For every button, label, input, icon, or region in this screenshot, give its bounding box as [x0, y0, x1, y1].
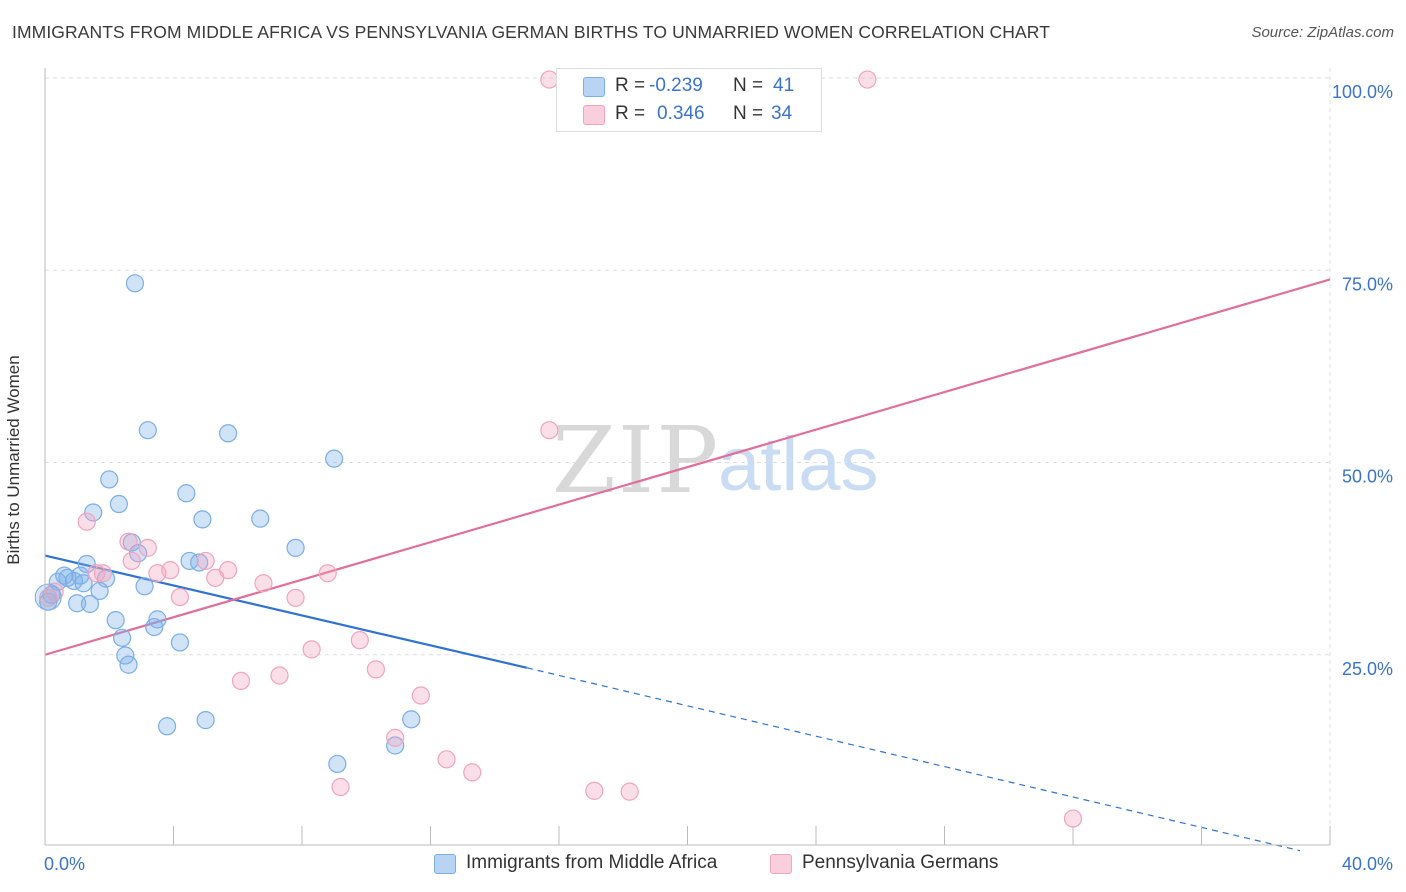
- point-middle-africa: [112, 628, 132, 647]
- point-middle-africa: [328, 754, 347, 774]
- point-pennsylvania-germans: [161, 561, 180, 580]
- legend-n-value: 41: [773, 75, 795, 96]
- point-pennsylvania-germans: [302, 640, 321, 659]
- point-pennsylvania-germans: [286, 588, 305, 607]
- point-middle-africa: [386, 736, 405, 755]
- point-middle-africa: [55, 566, 74, 585]
- legend-row-pennsylvania-germans: R = 0.346 N = 34: [557, 101, 821, 129]
- point-pennsylvania-germans: [138, 538, 157, 557]
- point-middle-africa: [190, 553, 209, 572]
- trend-line-pennsylvania-germans: [44, 278, 1331, 656]
- point-pennsylvania-germans: [254, 574, 273, 593]
- point-middle-africa: [96, 569, 116, 588]
- point-middle-africa: [125, 274, 145, 293]
- y-tick-label: 50.0%: [1342, 467, 1393, 487]
- source-credit: Source: ZipAtlas.com: [1251, 24, 1394, 41]
- legend-r-value: 0.346: [657, 103, 705, 124]
- point-middle-africa: [219, 424, 238, 443]
- point-middle-africa: [84, 503, 103, 522]
- data-points: [34, 70, 1083, 828]
- point-middle-africa: [74, 574, 93, 593]
- point-pennsylvania-germans: [270, 666, 289, 685]
- y-tick-label: 25.0%: [1342, 659, 1393, 679]
- point-pennsylvania-germans: [366, 660, 385, 679]
- point-middle-africa: [157, 717, 177, 736]
- legend-r-value: -0.239: [649, 75, 703, 96]
- point-pennsylvania-germans: [231, 671, 251, 690]
- point-middle-africa: [402, 710, 421, 729]
- point-pennsylvania-germans: [540, 421, 559, 440]
- point-pennsylvania-germans: [331, 777, 350, 797]
- point-pennsylvania-germans: [350, 631, 369, 650]
- point-pennsylvania-germans: [45, 582, 64, 601]
- axes: 25.0% 50.0% 75.0% 100.0% 0.0% 40.0%: [44, 68, 1393, 874]
- point-pennsylvania-germans: [170, 587, 190, 607]
- y-tick-label: 75.0%: [1342, 274, 1393, 294]
- point-pennsylvania-germans: [196, 551, 215, 571]
- series-legend-swatch-middle-africa: [434, 854, 456, 874]
- point-pennsylvania-germans: [122, 551, 141, 571]
- point-middle-africa: [68, 594, 87, 613]
- point-pennsylvania-germans: [463, 763, 482, 782]
- point-middle-africa: [325, 449, 344, 468]
- point-pennsylvania-germans: [77, 512, 96, 531]
- point-middle-africa: [34, 583, 62, 611]
- point-middle-africa: [193, 510, 212, 529]
- legend-swatch-middle-africa: [583, 77, 605, 97]
- point-pennsylvania-germans: [411, 686, 430, 705]
- chart-title: IMMIGRANTS FROM MIDDLE AFRICA VS PENNSYL…: [12, 22, 1051, 42]
- legend-r-label: R =: [615, 75, 646, 96]
- point-middle-africa: [80, 594, 100, 614]
- point-middle-africa: [106, 611, 125, 630]
- point-middle-africa: [286, 538, 305, 557]
- point-middle-africa: [138, 421, 157, 440]
- point-middle-africa: [135, 577, 154, 596]
- point-pennsylvania-germans: [858, 70, 877, 89]
- x-tick-label: 0.0%: [44, 854, 85, 874]
- y-tick-label: 100.0%: [1332, 82, 1393, 102]
- point-pennsylvania-germans: [87, 564, 106, 583]
- point-pennsylvania-germans: [219, 561, 238, 580]
- point-pennsylvania-germans: [93, 564, 112, 583]
- legend-r-label: R =: [615, 103, 646, 124]
- legend-n-label: N =: [733, 103, 764, 124]
- point-middle-africa: [119, 655, 138, 674]
- point-middle-africa: [77, 554, 96, 574]
- legend-n-label: N =: [733, 75, 764, 96]
- point-middle-africa: [251, 509, 270, 528]
- point-middle-africa: [148, 610, 167, 629]
- series-legend: Immigrants from Middle Africa Pennsylvan…: [0, 852, 1406, 878]
- point-middle-africa: [170, 633, 190, 652]
- point-pennsylvania-germans: [620, 782, 639, 801]
- y-axis-label: Births to Unmarried Women: [4, 355, 23, 565]
- point-pennsylvania-germans: [318, 564, 337, 583]
- series-legend-label-pennsylvania-germans: Pennsylvania Germans: [802, 852, 999, 873]
- series-legend-swatch-pennsylvania-germans: [770, 854, 792, 874]
- trend-line-middle-africa-extension: [526, 667, 1301, 852]
- trend-lines: [44, 278, 1331, 852]
- legend-swatch-pennsylvania-germans: [583, 105, 605, 125]
- x-tick-label: 40.0%: [1342, 854, 1393, 874]
- correlation-legend: R = -0.239 N = 41 R = 0.346 N = 34: [556, 68, 822, 132]
- point-middle-africa: [100, 470, 119, 489]
- legend-n-value: 34: [771, 103, 793, 124]
- point-pennsylvania-germans: [1063, 809, 1083, 828]
- point-middle-africa: [177, 484, 196, 503]
- legend-row-middle-africa: R = -0.239 N = 41: [557, 73, 821, 101]
- point-middle-africa: [196, 711, 215, 730]
- point-pennsylvania-germans: [119, 532, 138, 551]
- point-middle-africa: [109, 494, 128, 514]
- point-pennsylvania-germans: [437, 750, 456, 769]
- trend-line-middle-africa: [44, 554, 528, 669]
- series-legend-label-middle-africa: Immigrants from Middle Africa: [466, 852, 718, 873]
- point-pennsylvania-germans: [585, 781, 604, 800]
- watermark-zip: ZIP: [552, 407, 720, 514]
- watermark-atlas: atlas: [718, 422, 879, 507]
- point-pennsylvania-germans: [386, 728, 405, 747]
